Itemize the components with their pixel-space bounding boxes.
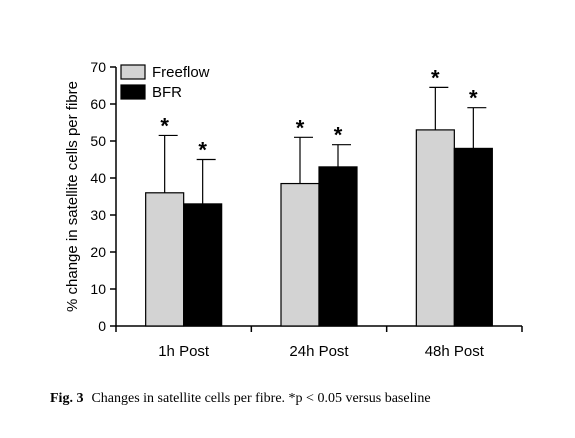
y-tick-label: 40 <box>90 170 106 186</box>
significance-marker: * <box>469 86 478 111</box>
bars: * * * * * * <box>145 65 493 327</box>
bar <box>280 182 320 327</box>
x-axis: 1h Post 24h Post 48h Post <box>115 325 523 360</box>
y-tick-label: 70 <box>90 59 106 75</box>
caption-label: Fig. 3 <box>50 391 84 406</box>
x-tick-label: 24h Post <box>289 343 349 360</box>
legend-label: Freeflow <box>152 64 210 81</box>
significance-marker: * <box>334 123 343 148</box>
bar <box>183 203 223 327</box>
y-tick-label: 50 <box>90 133 106 149</box>
y-tick-label: 10 <box>90 281 106 297</box>
significance-marker: * <box>431 65 440 90</box>
caption-text: Changes in satellite cells per fibre. *p… <box>91 391 431 406</box>
y-tick-label: 30 <box>90 207 106 223</box>
x-tick-label: 48h Post <box>425 343 485 360</box>
y-tick-label: 20 <box>90 244 106 260</box>
bar <box>453 147 493 327</box>
significance-marker: * <box>296 115 305 140</box>
bar <box>415 129 455 327</box>
legend: Freeflow BFR <box>120 64 210 101</box>
y-tick-label: 0 <box>98 318 106 334</box>
legend-label: BFR <box>152 84 182 101</box>
significance-marker: * <box>198 138 207 163</box>
y-axis-label: % change in satellite cells per fibre <box>64 81 81 312</box>
figure-caption: Fig. 3 Changes in satellite cells per fib… <box>50 391 570 407</box>
bar <box>145 192 185 327</box>
bar <box>318 166 358 327</box>
y-tick-label: 60 <box>90 96 106 112</box>
significance-marker: * <box>160 113 169 138</box>
y-axis: 0 10 20 30 40 50 60 70 <box>90 59 117 334</box>
legend-swatch <box>120 64 146 80</box>
x-tick-label: 1h Post <box>158 343 210 360</box>
legend-swatch <box>120 84 146 100</box>
